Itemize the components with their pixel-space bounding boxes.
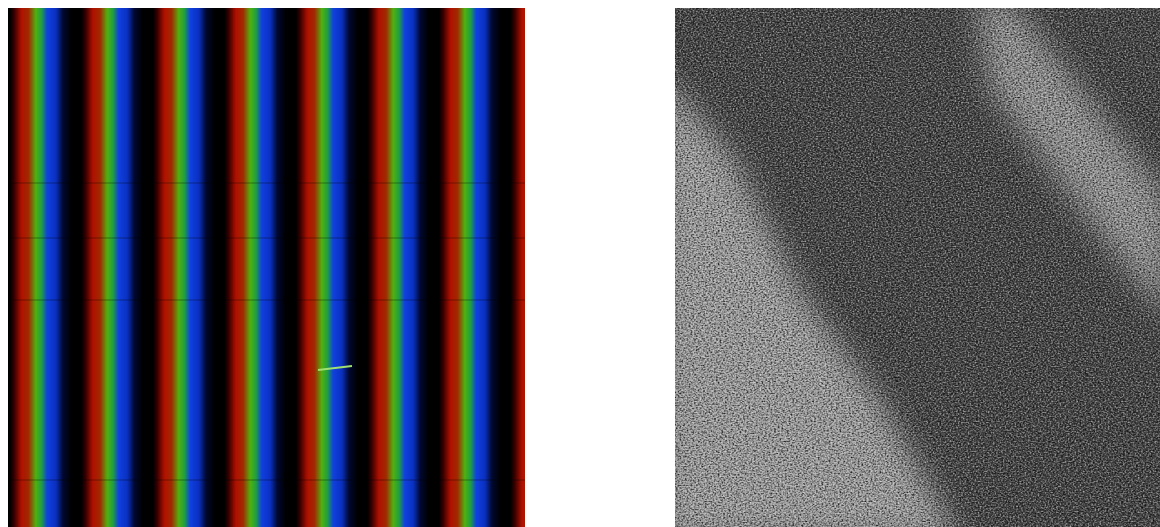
noise-image — [660, 0, 1160, 527]
stripe-image — [8, 8, 525, 527]
stripe-field — [8, 8, 525, 527]
light-speckle — [675, 8, 1160, 527]
figure — [0, 0, 1160, 527]
